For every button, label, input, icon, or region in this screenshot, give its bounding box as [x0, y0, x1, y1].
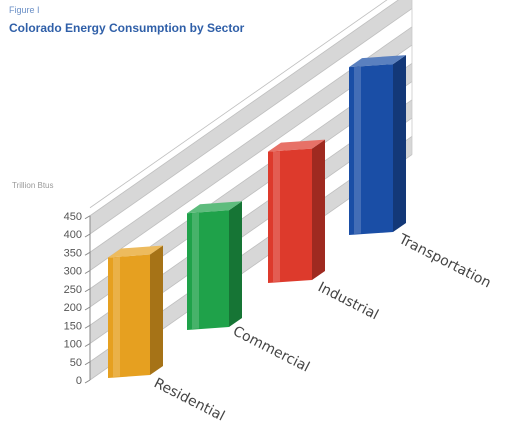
bar-top-face [349, 55, 406, 68]
y-tick [84, 233, 91, 238]
bar-side-face [150, 245, 163, 375]
y-tick-label: 400 [64, 229, 82, 241]
bar-top-face [108, 245, 163, 258]
y-tick [84, 251, 91, 256]
bar-front-face [108, 254, 150, 378]
category-label-industrial: Industrial [315, 279, 381, 323]
grid-band [90, 99, 412, 344]
bar-side-face [229, 201, 242, 327]
y-tick-label: 100 [64, 339, 82, 351]
bar-residential [108, 245, 163, 378]
bar-front-face [187, 210, 229, 330]
y-tick [84, 324, 91, 329]
bar-highlight [273, 151, 280, 282]
grid-band [90, 136, 412, 380]
bar-front-face [349, 64, 393, 235]
y-tick-label: 250 [64, 284, 82, 296]
y-tick [84, 215, 91, 220]
y-tick-label: 350 [64, 247, 82, 259]
y-tick-label: 0 [76, 375, 82, 387]
bar-side-face [312, 139, 325, 280]
y-tick-label: 50 [70, 357, 82, 369]
bar-front-face [268, 148, 312, 283]
bar-commercial [187, 201, 242, 330]
bar-highlight [113, 257, 120, 377]
y-tick [84, 379, 91, 384]
category-label-commercial: Commercial [230, 323, 312, 375]
grid-band [90, 63, 412, 307]
wall-top-edge [89, 0, 388, 209]
bar-series [108, 55, 406, 378]
bar-transportation [349, 55, 406, 235]
bar-top-face [268, 139, 325, 152]
category-label-transportation: Transportation [395, 231, 493, 292]
y-tick-label: 300 [64, 266, 82, 278]
chart-title: Colorado Energy Consumption by Sector [9, 21, 245, 35]
y-axis-label: Trillion Btus [12, 181, 54, 190]
gridline [89, 0, 399, 217]
gridline [89, 8, 413, 235]
y-tick [84, 288, 91, 293]
bar-highlight [354, 66, 361, 234]
bar-side-face [393, 55, 406, 232]
y-axis: 0 50 100 150 200 250 300 350 400 450 [64, 211, 91, 387]
grid-band [90, 0, 412, 234]
figure-label: Figure I [9, 5, 40, 15]
bar-top-face [187, 201, 242, 214]
bar-highlight [192, 212, 199, 329]
y-tick [84, 270, 91, 274]
y-tick [84, 306, 91, 311]
grid-band [90, 26, 412, 271]
y-tick [84, 361, 91, 366]
y-tick-label: 200 [64, 302, 82, 314]
y-tick-label: 150 [64, 320, 82, 332]
y-tick [84, 343, 91, 347]
bar-industrial [268, 139, 325, 283]
category-label-residential: Residential [151, 375, 227, 424]
y-tick-label: 450 [64, 211, 82, 223]
